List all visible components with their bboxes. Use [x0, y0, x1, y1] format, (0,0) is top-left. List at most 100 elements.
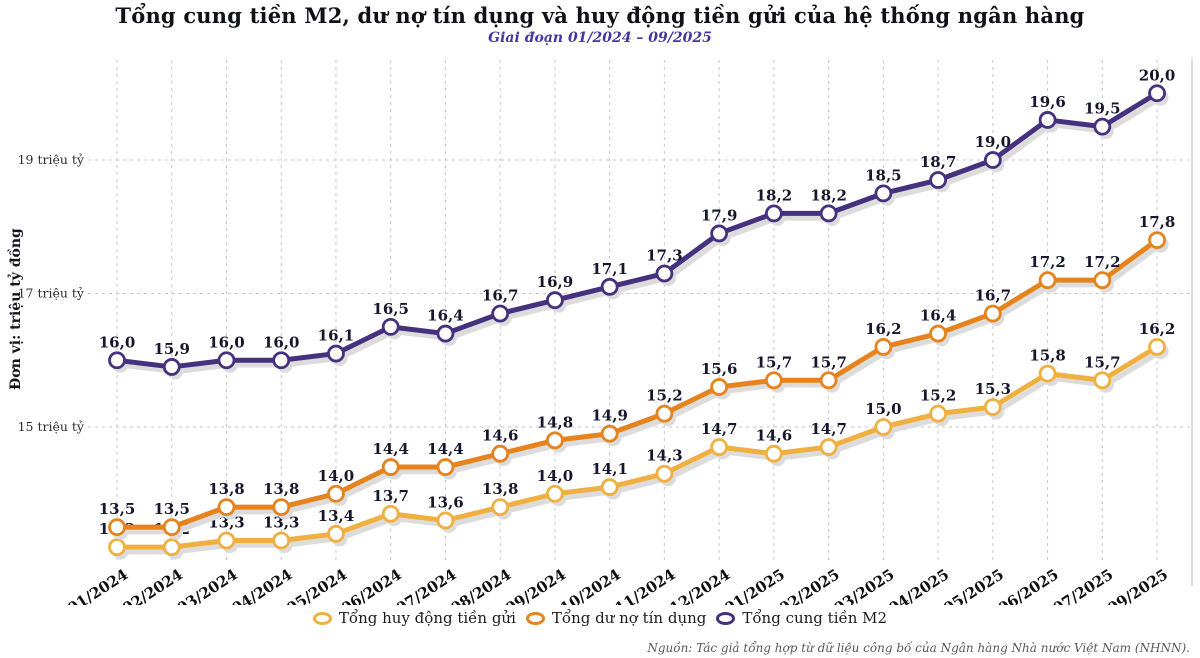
- data-point: [272, 351, 291, 370]
- data-point: [162, 518, 181, 537]
- data-point: [162, 538, 181, 557]
- source-note: Nguồn: Tác giả tổng hợp từ dữ liệu công …: [647, 641, 1190, 655]
- data-label: 15,8: [1029, 347, 1066, 365]
- data-label: 15,7: [756, 353, 793, 371]
- data-point: [381, 317, 400, 336]
- data-label: 14,1: [591, 460, 628, 478]
- x-tick-label: 12/2024: [666, 565, 733, 605]
- data-label: 18,5: [865, 166, 902, 184]
- data-label: 16,1: [318, 327, 355, 345]
- data-point: [874, 418, 893, 436]
- x-tick-label: 03/2025: [831, 565, 898, 605]
- data-point: [381, 458, 400, 476]
- data-label: 14,9: [591, 407, 628, 425]
- x-tick-label: 06/2024: [338, 565, 405, 605]
- data-label: 18,7: [920, 153, 957, 171]
- data-point: [1093, 117, 1112, 136]
- data-point: [764, 204, 783, 223]
- data-label: 16,5: [372, 300, 409, 318]
- data-point: [217, 498, 236, 517]
- data-point: [710, 438, 729, 456]
- data-point: [764, 444, 783, 463]
- data-label: 16,9: [537, 273, 574, 291]
- data-point: [491, 444, 510, 463]
- data-label: 14,4: [427, 440, 464, 458]
- data-label: 20,0: [1139, 66, 1176, 84]
- data-label: 17,9: [701, 206, 738, 224]
- legend-label: Tổng dư nợ tín dụng: [551, 609, 707, 627]
- data-point: [546, 291, 564, 310]
- data-point: [929, 171, 947, 189]
- legend-item: Tổng huy động tiền gửi: [312, 609, 516, 627]
- x-tick-label: 07/2024: [393, 565, 460, 605]
- data-point: [600, 478, 619, 496]
- y-tick-label: 19 triệu tỷ: [18, 152, 85, 167]
- data-label: 16,7: [975, 287, 1012, 305]
- data-label: 14,6: [482, 427, 519, 445]
- data-point: [929, 404, 947, 423]
- legend-item: Tổng cung tiền M2: [716, 609, 887, 627]
- series-2: 16,0 15,9 16,0 16,0 16,1 16,5 16,4 16,7 16,9 17,1…: [99, 66, 1176, 380]
- data-label: 15,6: [701, 360, 738, 378]
- legend-label: Tổng huy động tiền gửi: [338, 609, 516, 627]
- data-point: [600, 424, 619, 443]
- x-tick-label: 09/2024: [502, 565, 569, 605]
- data-label: 13,3: [263, 513, 300, 531]
- data-label: 13,5: [153, 500, 190, 518]
- data-label: 16,0: [263, 333, 300, 351]
- series-0: 13,213,213,313,313,413,713,613,814,014,1…: [99, 320, 1176, 560]
- data-label: 15,9: [153, 340, 190, 358]
- data-point: [327, 484, 345, 503]
- data-label: 19,6: [1029, 93, 1066, 111]
- data-label: 14,7: [701, 420, 738, 438]
- data-label: 16,7: [482, 287, 519, 305]
- data-point: [491, 498, 510, 517]
- data-point: [217, 351, 236, 370]
- legend-ring-icon: [312, 611, 332, 625]
- data-label: 17,1: [591, 260, 628, 278]
- data-label: 15,3: [975, 380, 1012, 398]
- legend-label: Tổng cung tiền M2: [742, 609, 888, 627]
- data-point: [108, 538, 126, 557]
- x-tick-label: 07/2025: [1050, 565, 1117, 605]
- x-tick-label: 04/2025: [885, 565, 952, 605]
- data-label: 16,2: [1139, 320, 1176, 338]
- data-point: [1093, 371, 1112, 390]
- data-label: 15,7: [810, 353, 847, 371]
- data-point: [108, 351, 126, 370]
- data-point: [1148, 231, 1166, 250]
- data-label: 18,2: [810, 186, 847, 204]
- data-label: 13,4: [318, 507, 355, 525]
- data-point: [546, 431, 564, 450]
- x-tick-label: 05/2025: [940, 565, 1007, 605]
- chart-subtitle: Giai đoạn 01/2024 – 09/2025: [488, 30, 712, 46]
- data-label: 16,4: [427, 307, 464, 325]
- data-label: 13,6: [427, 493, 464, 511]
- x-tick-label: 11/2024: [612, 565, 679, 605]
- data-point: [1093, 271, 1112, 290]
- data-point: [162, 358, 181, 376]
- data-point: [874, 337, 893, 356]
- data-point: [546, 484, 564, 503]
- data-label: 19,0: [975, 133, 1012, 151]
- data-point: [983, 151, 1002, 169]
- x-tick-label: 04/2024: [228, 565, 295, 605]
- data-point: [655, 464, 674, 483]
- data-label: 14,0: [318, 467, 355, 485]
- data-label: 15,2: [920, 387, 957, 405]
- data-label: 16,2: [865, 320, 902, 338]
- data-label: 15,0: [865, 400, 902, 418]
- x-tick-labels: 01/202402/202403/202404/202405/202406/20…: [64, 565, 1171, 605]
- data-label: 17,3: [646, 246, 683, 264]
- data-point: [874, 184, 893, 203]
- y-tick-label: 17 triệu tỷ: [18, 286, 85, 301]
- x-tick-label: 09/2025: [1104, 565, 1171, 605]
- x-tick-label: 02/2025: [776, 565, 843, 605]
- x-tick-label: 02/2024: [119, 565, 186, 605]
- data-point: [108, 518, 126, 537]
- data-label: 19,5: [1084, 100, 1121, 118]
- data-point: [1038, 111, 1057, 129]
- chart-title: Tổng cung tiền M2, dư nợ tín dụng và huy…: [115, 3, 1085, 28]
- legend-ring-icon: [716, 611, 736, 625]
